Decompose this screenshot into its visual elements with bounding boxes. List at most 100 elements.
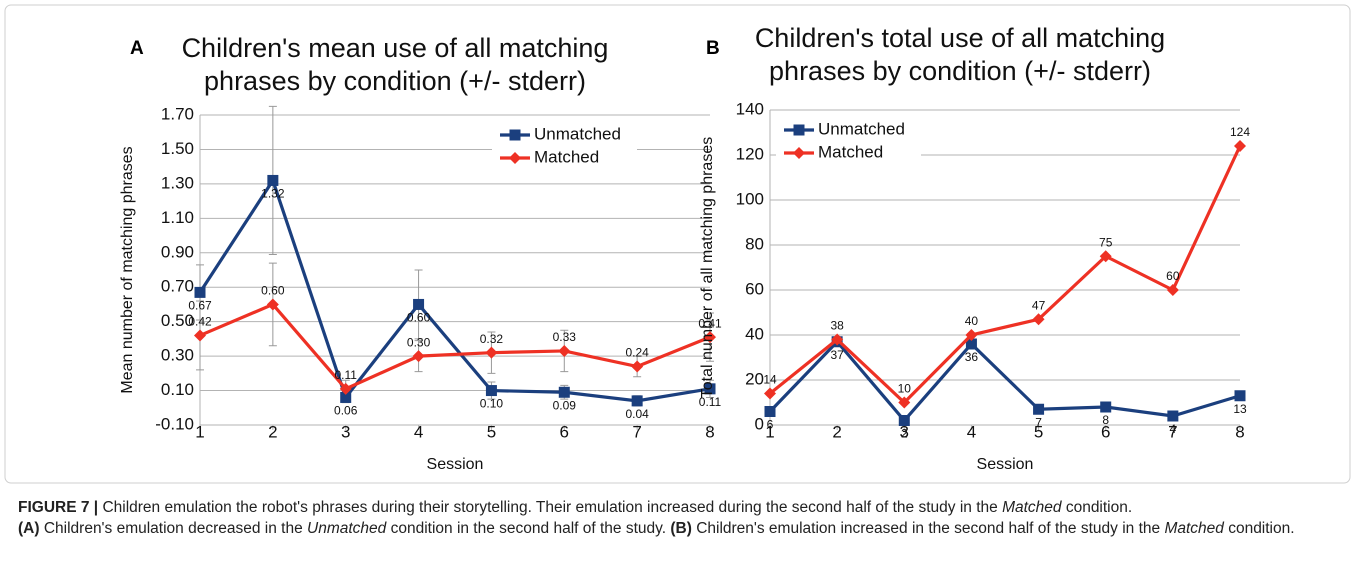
y-axis-label: Total number of all matching phrases [699, 137, 716, 398]
x-axis-label: Session [427, 456, 484, 473]
caption-text: Children's emulation decreased in the [39, 520, 308, 537]
y-tick-label: 0.90 [161, 242, 194, 261]
panel-letter: B [706, 38, 720, 59]
marker [485, 346, 498, 359]
data-label: 47 [1032, 298, 1046, 312]
data-label: 0.33 [553, 330, 577, 344]
y-tick-label: -0.10 [155, 414, 194, 433]
marker [898, 396, 911, 409]
y-tick-label: 40 [745, 324, 764, 343]
y-tick-label: 0 [755, 414, 764, 433]
y-axis-label: Mean number of matching phrases [119, 146, 136, 393]
data-label: 60 [1166, 269, 1180, 283]
x-tick-label: 2 [268, 422, 277, 441]
y-tick-label: 140 [736, 99, 764, 118]
x-tick-label: 5 [1034, 422, 1043, 441]
y-tick-label: 0.70 [161, 277, 194, 296]
data-label: 124 [1230, 125, 1250, 139]
marker [194, 329, 206, 342]
data-label: 13 [1233, 402, 1247, 416]
series-line [199, 302, 711, 391]
legend-label: Unmatched [818, 119, 905, 138]
figure: -0.10 0.10 0.30 0.50 0.70 0.90 1.10 1.30 1.50 1.7… [4, 4, 1351, 484]
marker [704, 383, 716, 395]
x-tick-label: 8 [705, 422, 714, 441]
y-tick-label: 0.30 [161, 346, 194, 365]
data-label: 0.09 [553, 398, 577, 412]
x-tick-label: 4 [414, 422, 423, 441]
x-tick-label: 3 [900, 422, 909, 441]
marker [764, 387, 776, 400]
legend-label: Matched [818, 142, 883, 161]
chart-title: Children's mean use of all matching phra… [181, 33, 609, 96]
data-label: 14 [763, 373, 777, 387]
caption-text: condition. [1223, 520, 1295, 537]
panel-letter: A [130, 38, 144, 59]
caption: FIGURE 7 | Children emulation the robot'… [18, 497, 1343, 539]
caption-text: Children emulation the robot's phrases d… [98, 499, 1003, 516]
y-tick-label: 1.50 [161, 139, 194, 158]
marker [898, 415, 910, 426]
series-line [768, 145, 1242, 405]
data-label: 0.32 [480, 332, 504, 346]
x-tick-label: 6 [560, 422, 569, 441]
series-line [768, 339, 1241, 423]
data-label: 0.10 [480, 397, 504, 411]
y-tick-label: 100 [736, 189, 764, 208]
data-label: 6 [767, 418, 774, 432]
data-label: 0.11 [334, 368, 357, 382]
x-tick-label: 3 [341, 422, 350, 441]
data-label: 36 [965, 350, 979, 364]
marker [266, 298, 279, 311]
marker [631, 395, 643, 407]
x-tick-label: 1 [765, 422, 774, 441]
caption-text: FIGURE 7 | [18, 499, 99, 516]
data-label: 40 [965, 314, 979, 328]
legend-marker [793, 147, 805, 159]
y-tick-label: 1.30 [161, 173, 194, 192]
caption-text: (B) [670, 520, 692, 537]
legend-label: Unmatched [534, 124, 621, 143]
data-label: 0.04 [625, 407, 649, 421]
marker [1234, 390, 1246, 402]
y-tick-label: 80 [745, 234, 764, 253]
marker [558, 344, 571, 357]
data-label: 7 [1035, 415, 1042, 429]
y-tick-label: 20 [745, 369, 764, 388]
data-label: 1.32 [261, 187, 285, 201]
y-tick-label: 1.10 [161, 208, 194, 227]
marker [558, 386, 570, 398]
data-label: 0.67 [188, 299, 212, 313]
data-label: 0.24 [625, 346, 649, 360]
data-label: 8 [1102, 413, 1109, 427]
marker [831, 333, 844, 346]
y-tick-label: 1.70 [161, 104, 194, 123]
marker [965, 338, 977, 350]
x-tick-label: 6 [1101, 422, 1110, 441]
y-tick-label: 120 [736, 144, 764, 163]
data-label: 0.60 [407, 311, 431, 325]
marker [339, 382, 352, 395]
caption-text: condition. [1061, 499, 1133, 516]
x-tick-label: 4 [967, 422, 976, 441]
legend-marker [509, 129, 521, 141]
data-label: 0.41 [698, 316, 722, 330]
marker [412, 350, 425, 363]
marker [340, 391, 352, 403]
marker [965, 329, 978, 341]
marker [194, 286, 206, 298]
marker [267, 174, 279, 186]
marker [1033, 403, 1045, 415]
marker [631, 360, 644, 373]
caption-text: Matched [1164, 520, 1224, 537]
series-line [198, 176, 711, 403]
x-tick-label: 7 [632, 422, 641, 441]
caption-text: condition in the second half of the stud… [386, 520, 671, 537]
x-axis-label: Session [977, 456, 1034, 473]
x-tick-label: 1 [195, 422, 204, 441]
x-tick-label: 2 [832, 422, 841, 441]
marker [1234, 140, 1246, 152]
data-label: 38 [830, 319, 844, 333]
caption-text: Unmatched [307, 520, 387, 537]
